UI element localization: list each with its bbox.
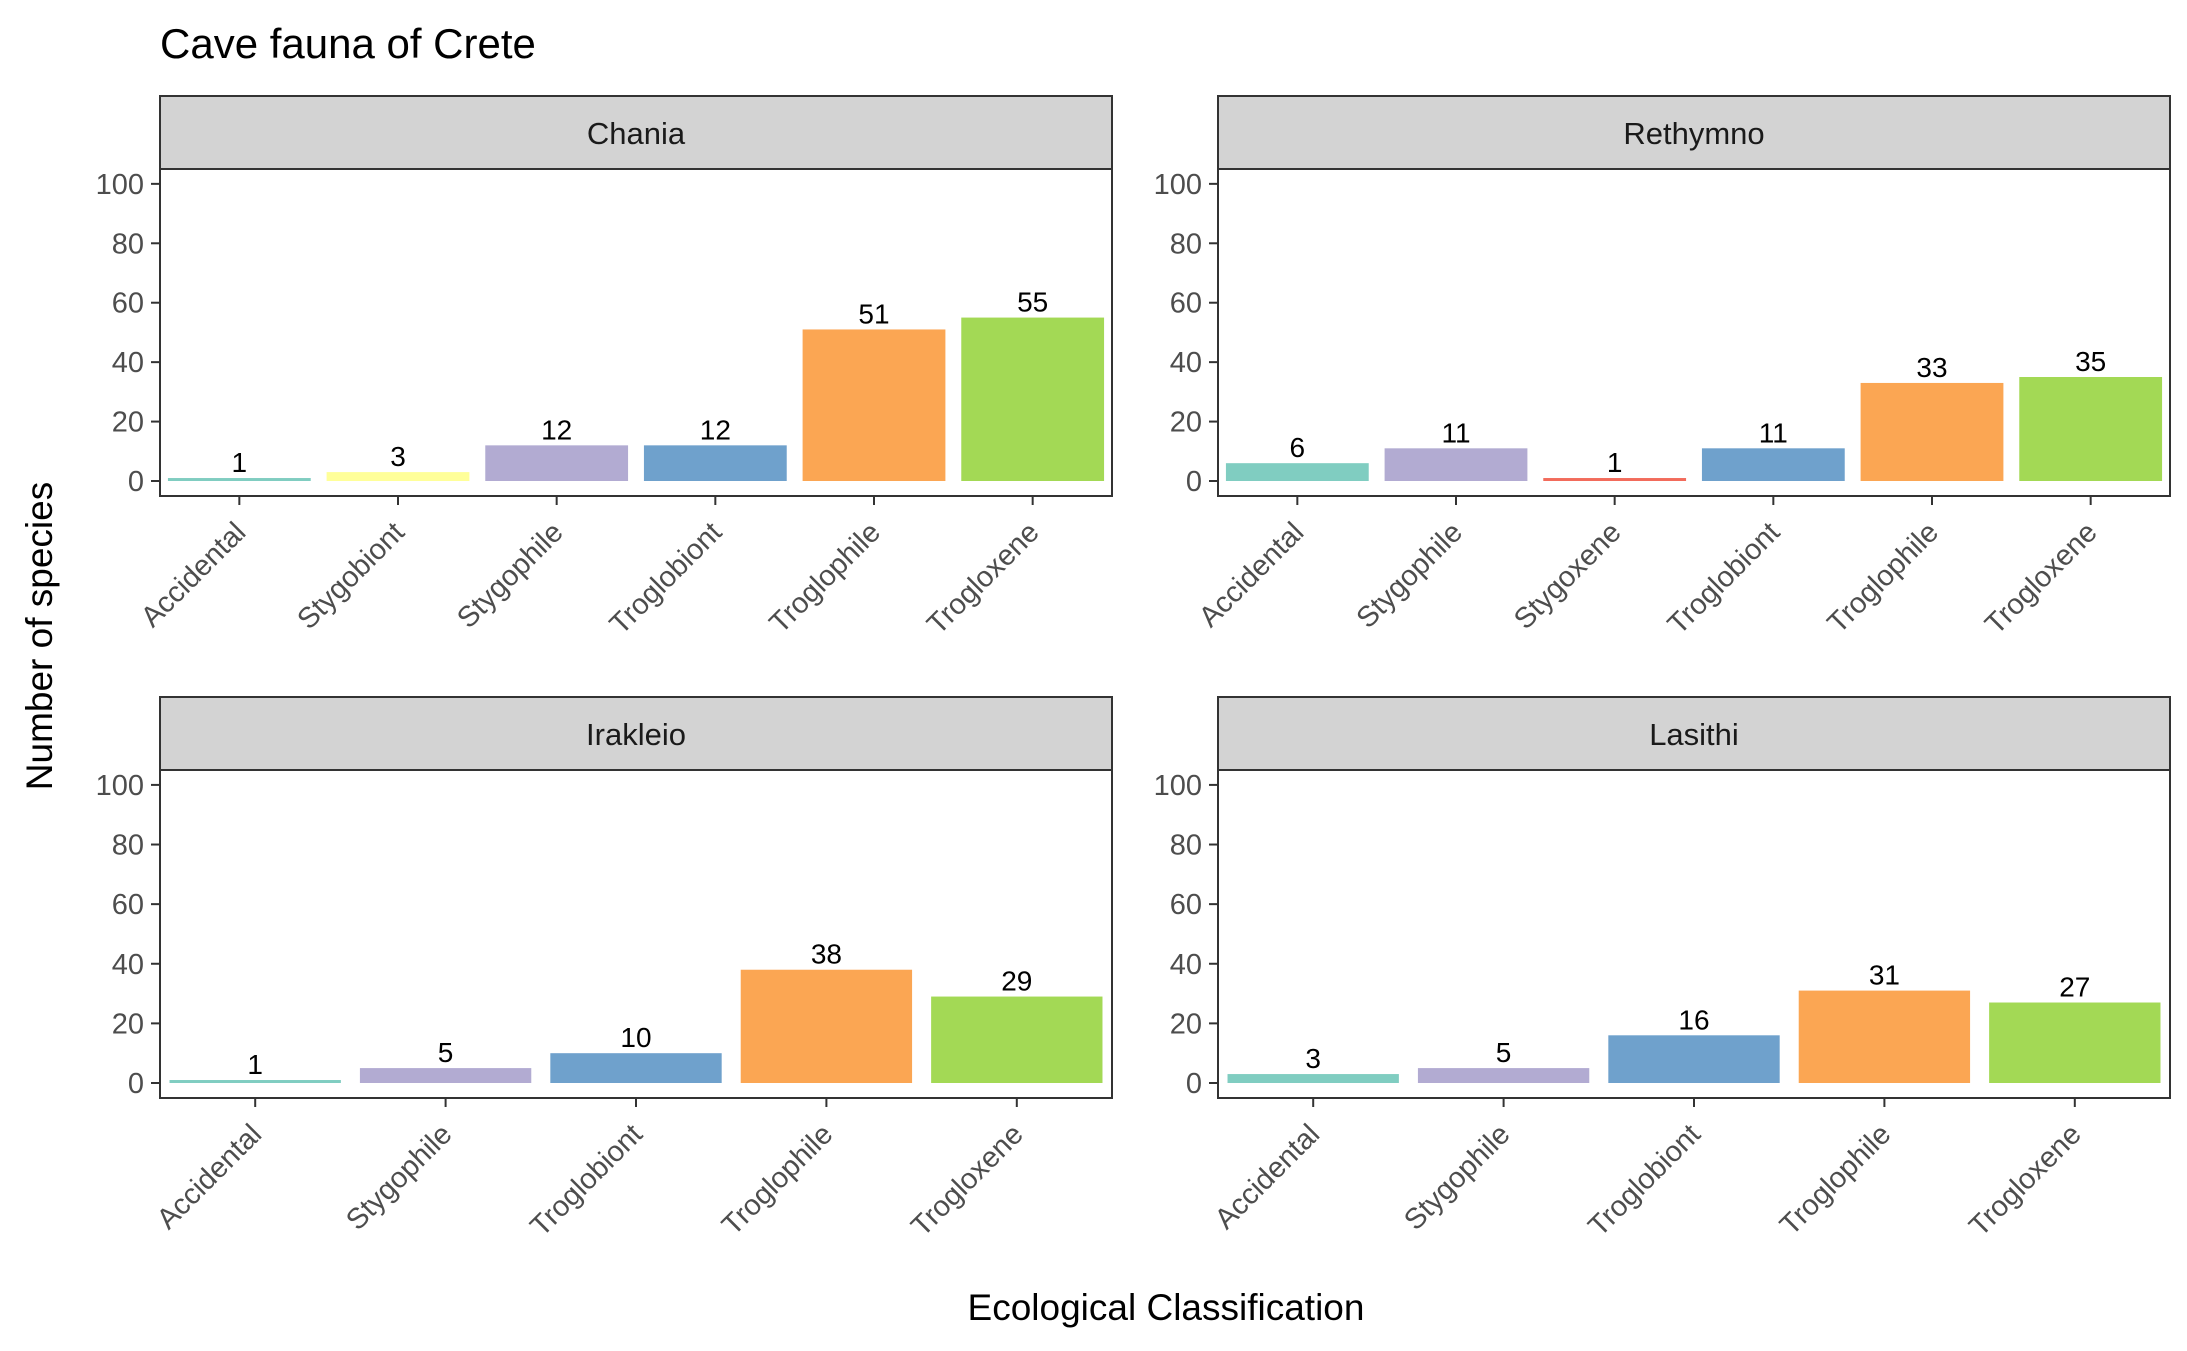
bar-value-label: 12	[541, 414, 572, 445]
facet-strip	[159, 696, 1113, 771]
facet-strip-label: Rethymno	[1623, 116, 1764, 151]
bar-value-label: 27	[2059, 972, 2090, 1003]
plot-area	[1217, 168, 2171, 497]
y-tick-label: 60	[112, 288, 144, 320]
facet-strip	[159, 95, 1113, 170]
bar-accidental	[167, 478, 311, 481]
bar-value-label: 55	[1017, 287, 1048, 318]
bar-value-label: 10	[620, 1022, 651, 1053]
y-tick-label: 0	[1186, 466, 1202, 498]
bar-value-label: 6	[1290, 432, 1306, 463]
y-tick-label: 0	[1186, 1068, 1202, 1100]
bar-trogloxene	[931, 996, 1103, 1083]
y-axis-title: Number of species	[19, 482, 60, 790]
bar-troglophile	[802, 329, 946, 481]
bar-trogloxene	[1989, 1002, 2161, 1083]
y-tick-label: 80	[1170, 830, 1202, 862]
bar-stygophile	[359, 1068, 532, 1083]
bar-stygobiont	[326, 472, 470, 481]
y-tick-label: 20	[112, 1008, 144, 1040]
bar-troglophile	[740, 969, 913, 1083]
facet-strip	[1217, 696, 2171, 771]
facet-strip-label: Irakleio	[586, 717, 686, 752]
y-tick-label: 0	[128, 466, 144, 498]
bar-accidental	[169, 1080, 341, 1083]
y-tick-label: 60	[1170, 288, 1202, 320]
bar-value-label: 12	[700, 414, 731, 445]
bar-value-label: 38	[811, 939, 842, 970]
plot-area	[159, 168, 1113, 497]
bar-accidental	[1227, 1074, 1399, 1083]
y-tick-label: 20	[112, 407, 144, 439]
bar-accidental	[1225, 463, 1369, 481]
chart-title: Cave fauna of Crete	[160, 20, 536, 67]
bar-troglophile	[1860, 382, 2004, 481]
y-tick-label: 0	[128, 1068, 144, 1100]
facet-panels: Chania0204060801001Accidental3Stygobiont…	[96, 95, 2171, 1243]
y-tick-label: 40	[112, 949, 144, 981]
bar-value-label: 1	[1607, 447, 1623, 478]
bar-stygophile	[1384, 448, 1528, 481]
y-tick-label: 100	[1154, 770, 1202, 802]
bar-value-label: 5	[1496, 1037, 1512, 1068]
bar-stygoxene	[1543, 478, 1687, 481]
y-tick-label: 60	[1170, 889, 1202, 921]
y-tick-label: 80	[112, 228, 144, 260]
y-tick-label: 80	[1170, 228, 1202, 260]
y-tick-label: 80	[112, 830, 144, 862]
bar-value-label: 31	[1869, 960, 1900, 991]
facet-strip	[1217, 95, 2171, 170]
y-tick-label: 60	[112, 889, 144, 921]
bar-troglobiont	[643, 445, 787, 481]
bar-value-label: 11	[1759, 417, 1788, 448]
facet-strip-label: Chania	[587, 116, 686, 151]
bar-value-label: 11	[1441, 417, 1470, 448]
bar-troglophile	[1798, 990, 1971, 1083]
y-tick-label: 40	[1170, 949, 1202, 981]
facet-strip-label: Lasithi	[1649, 717, 1739, 752]
y-tick-label: 20	[1170, 1008, 1202, 1040]
bar-troglobiont	[1608, 1035, 1780, 1083]
y-tick-label: 100	[1154, 169, 1202, 201]
bar-value-label: 35	[2075, 346, 2106, 377]
bar-value-label: 29	[1001, 966, 1032, 997]
bar-value-label: 16	[1678, 1004, 1709, 1035]
bar-stygophile	[1417, 1068, 1590, 1083]
y-tick-label: 40	[112, 347, 144, 379]
bar-value-label: 33	[1916, 352, 1947, 383]
bar-stygophile	[485, 445, 629, 481]
y-tick-label: 20	[1170, 407, 1202, 439]
y-tick-label: 40	[1170, 347, 1202, 379]
bar-value-label: 5	[438, 1037, 454, 1068]
bar-value-label: 1	[232, 447, 248, 478]
plot-area	[159, 769, 1113, 1099]
bar-value-label: 3	[1305, 1043, 1321, 1074]
y-tick-label: 100	[96, 770, 144, 802]
bar-value-label: 3	[390, 441, 406, 472]
bar-value-label: 51	[858, 298, 889, 329]
bar-value-label: 1	[247, 1049, 263, 1080]
bar-trogloxene	[2019, 377, 2163, 481]
y-tick-label: 100	[96, 169, 144, 201]
bar-trogloxene	[961, 317, 1105, 481]
bar-troglobiont	[1701, 448, 1845, 481]
x-axis-title: Ecological Classification	[968, 1287, 1365, 1328]
bar-troglobiont	[550, 1053, 722, 1083]
